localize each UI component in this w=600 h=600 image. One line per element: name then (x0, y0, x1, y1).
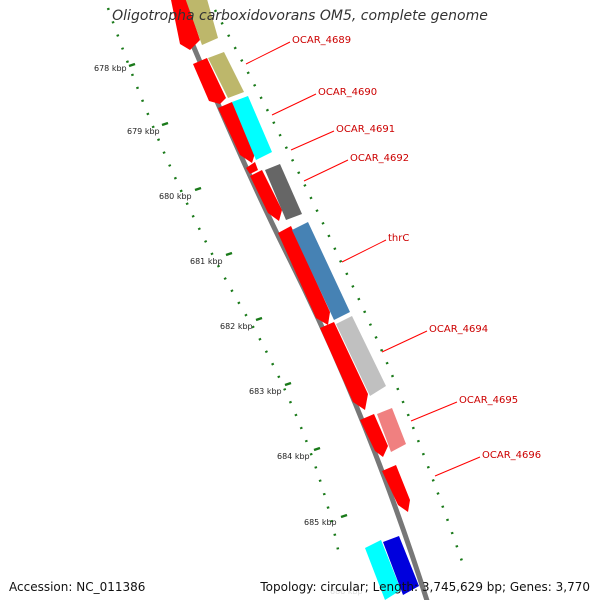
feature-block (232, 96, 272, 160)
feature-block (377, 408, 406, 452)
feature-block (383, 536, 419, 595)
cds-arrow (278, 226, 330, 325)
cds-arrow (246, 162, 258, 174)
feature-block (208, 52, 244, 98)
feature-ring (185, 0, 419, 600)
topology-text: Topology: circular; Length: 3,745,629 bp… (260, 580, 590, 594)
gene-label: OCAR_4689 (292, 35, 351, 46)
gene-label: OCAR_4696 (482, 450, 541, 461)
kbp-tick-label: 685 kbp (304, 518, 337, 527)
gene-label: OCAR_4694 (429, 324, 488, 335)
cds-ring (171, 0, 410, 512)
gene-label: OCAR_4692 (350, 153, 409, 164)
kbp-tick-label: 681 kbp (190, 257, 223, 266)
feature-block (292, 222, 350, 320)
cds-arrow (250, 170, 282, 221)
kbp-tick-label: 680 kbp (159, 192, 192, 201)
feature-block (365, 540, 401, 600)
gene-label: thrC (388, 233, 409, 244)
kbp-tick-label: 679 kbp (127, 127, 160, 136)
kbp-tick-label: 682 kbp (220, 322, 253, 331)
gene-label: OCAR_4695 (459, 395, 518, 406)
accession-text: Accession: NC_011386 (9, 580, 146, 594)
cds-arrow (382, 465, 410, 512)
kbp-tick-label: 678 kbp (94, 64, 127, 73)
gene-label: OCAR_4690 (318, 87, 377, 98)
cds-arrow (218, 102, 256, 163)
cds-arrow (320, 322, 368, 410)
feature-block (336, 316, 386, 396)
cds-arrow (360, 414, 388, 457)
map-title: Oligotropha carboxidovorans OM5, complet… (112, 8, 488, 24)
cds-arrow (171, 0, 200, 50)
cds-arrow (193, 58, 226, 104)
kbp-tick-track (106, 7, 342, 561)
kbp-tick-label: 684 kbp (277, 452, 310, 461)
feature-block (265, 164, 302, 220)
kbp-tick-label: 686 kbp (330, 587, 363, 596)
kbp-tick-label: 683 kbp (249, 387, 282, 396)
gene-label: OCAR_4691 (336, 124, 395, 135)
feature-block (185, 0, 218, 45)
kbp-major-ticks (128, 62, 348, 519)
leader-lines (245, 41, 481, 477)
